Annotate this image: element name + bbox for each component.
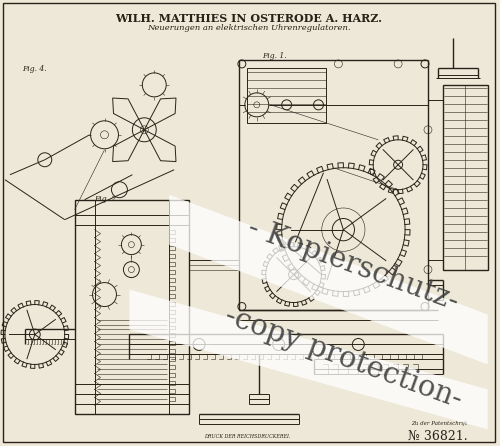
Polygon shape — [169, 195, 488, 364]
Text: Fig. 4.: Fig. 4. — [22, 65, 46, 73]
Circle shape — [193, 339, 205, 351]
Text: Fig. 1.: Fig. 1. — [262, 52, 286, 60]
Circle shape — [282, 100, 292, 110]
Text: Neuerungen an elektrischen Uhrenregulatoren.: Neuerungen an elektrischen Uhrenregulato… — [147, 24, 350, 32]
Circle shape — [112, 182, 128, 198]
Circle shape — [238, 60, 246, 68]
Circle shape — [421, 60, 429, 68]
Circle shape — [424, 126, 432, 134]
Circle shape — [352, 339, 364, 351]
Bar — [443, 85, 488, 269]
Text: - Kopierschutz-: - Kopierschutz- — [244, 214, 462, 316]
Circle shape — [424, 266, 432, 273]
Polygon shape — [144, 130, 176, 161]
Text: DRUCK DER REICHSDRUCKEREI.: DRUCK DER REICHSDRUCKEREI. — [204, 434, 290, 439]
Text: -copy protection-: -copy protection- — [221, 301, 466, 413]
Circle shape — [272, 339, 284, 351]
Polygon shape — [112, 130, 144, 161]
Circle shape — [394, 60, 402, 68]
Text: WILH. MATTHIES IN OSTERODE A. HARZ.: WILH. MATTHIES IN OSTERODE A. HARZ. — [116, 13, 382, 24]
Text: № 36821.: № 36821. — [408, 429, 468, 442]
Text: Fig. 2.: Fig. 2. — [94, 195, 119, 202]
Circle shape — [238, 302, 246, 310]
Polygon shape — [144, 98, 176, 130]
Circle shape — [38, 153, 52, 167]
Text: Zu der Patentschrift: Zu der Patentschrift — [412, 421, 468, 426]
Polygon shape — [112, 98, 144, 130]
Circle shape — [334, 60, 342, 68]
Polygon shape — [130, 289, 488, 429]
Circle shape — [421, 302, 429, 310]
Circle shape — [314, 100, 324, 110]
Bar — [247, 68, 326, 123]
Bar — [74, 200, 189, 414]
